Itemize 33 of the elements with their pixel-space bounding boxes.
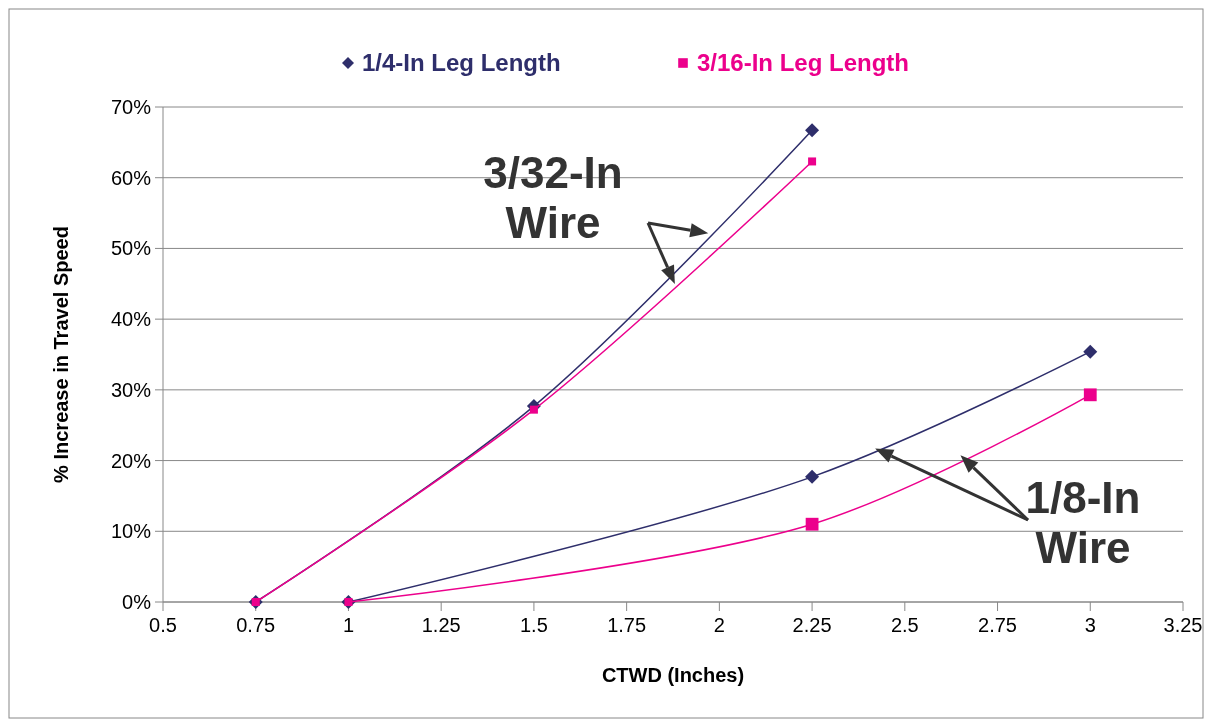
y-tick-label: 30% [110, 378, 152, 401]
point [808, 157, 817, 166]
point [805, 469, 820, 484]
x-tick-label: 3 [1084, 614, 1096, 636]
point [1083, 344, 1098, 359]
x-tick-label: 0.75 [236, 614, 276, 636]
y-tick-label: 40% [110, 308, 152, 331]
y-tick-label: 60% [110, 166, 152, 189]
x-tick-label: 1.75 [607, 614, 647, 636]
y-axis-title: % Increase in Travel Speed [50, 226, 72, 483]
point [805, 517, 819, 531]
x-tick-label: 2 [713, 614, 725, 636]
x-tick-label: 1.25 [421, 614, 461, 636]
point [805, 123, 820, 138]
annotation: 3/32-In Wire [483, 148, 623, 247]
point [1083, 388, 1097, 402]
y-tick-label: 10% [110, 520, 152, 543]
x-tick-label: 2.25 [792, 614, 832, 636]
x-axis-title: CTWD (Inches) [601, 664, 745, 686]
y-tick-label: 50% [110, 237, 152, 260]
x-tick-label: 1 [342, 614, 355, 636]
legend-label: 3/16-In Leg Length [697, 49, 910, 76]
x-tick-label: 0.5 [149, 614, 177, 636]
legend-label: 1/4-In Leg Length [362, 49, 561, 76]
x-tick-label: 2.75 [978, 614, 1018, 636]
y-tick-label: 70% [110, 96, 152, 118]
x-tick-label: 2.5 [890, 614, 919, 636]
annotation: 1/8-In Wire [1025, 473, 1141, 572]
x-tick-label: 3.25 [1163, 614, 1203, 636]
x-tick-label: 1.5 [520, 614, 548, 636]
y-tick-label: 20% [110, 449, 152, 472]
y-tick-label: 0% [122, 591, 152, 613]
point [529, 405, 538, 414]
